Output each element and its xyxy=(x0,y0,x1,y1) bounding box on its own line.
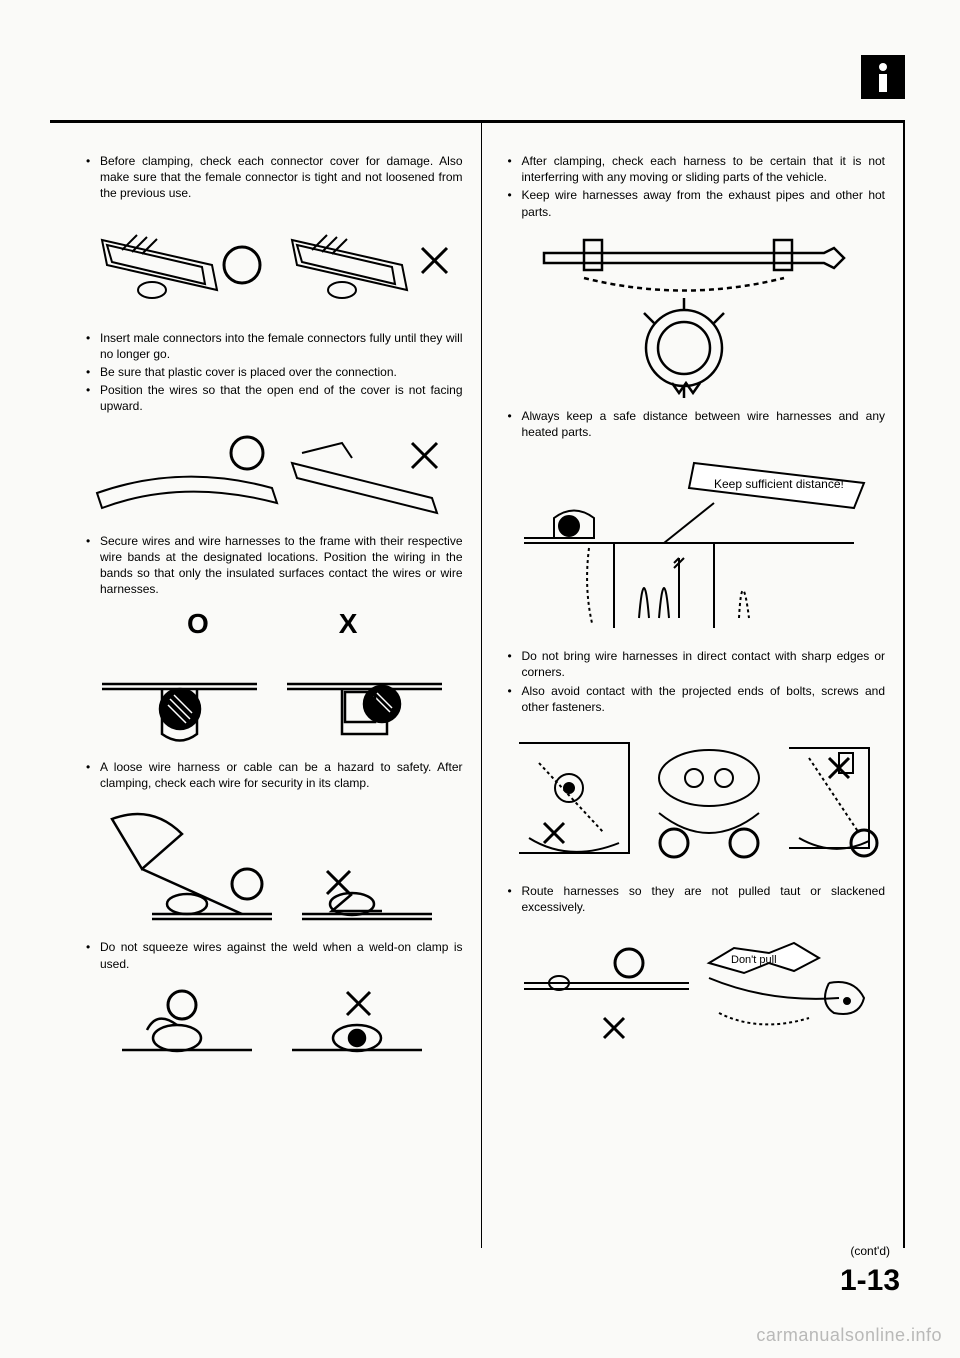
content-frame: Before clamping, check each connector co… xyxy=(60,120,905,1248)
figure-sufficient-distance: Keep sufficient distance! xyxy=(504,448,886,638)
x-mark: X xyxy=(339,605,358,643)
bullet-text: Before clamping, check each connector co… xyxy=(82,153,463,202)
bullet-text: Always keep a safe distance between wire… xyxy=(504,408,886,440)
bullet-text: After clamping, check each harness to be… xyxy=(504,153,886,185)
bullet-text: Also avoid contact with the projected en… xyxy=(504,683,886,715)
figure-connector-covers xyxy=(82,210,463,320)
bullet-group-r2: Always keep a safe distance between wire… xyxy=(504,408,886,440)
figure-cover-position xyxy=(82,423,463,523)
figure-exhaust-distance xyxy=(504,228,886,398)
bullet-text: Insert male connectors into the female c… xyxy=(82,330,463,362)
bullet-text: Position the wires so that the open end … xyxy=(82,382,463,414)
figure-dont-pull: Don't pull xyxy=(504,923,886,1053)
right-column: After clamping, check each harness to be… xyxy=(482,123,904,1248)
figure-weld-clamp xyxy=(82,980,463,1070)
info-icon xyxy=(861,55,905,99)
figure-clamp-security xyxy=(82,799,463,929)
bullet-group-5: Do not squeeze wires against the weld wh… xyxy=(82,939,463,971)
bullet-group-r1: After clamping, check each harness to be… xyxy=(504,153,886,220)
callout-text: Keep sufficient distance! xyxy=(714,477,844,491)
bullet-group-1: Before clamping, check each connector co… xyxy=(82,153,463,202)
bullet-text: Do not bring wire harnesses in direct co… xyxy=(504,648,886,680)
bullet-group-4: A loose wire harness or cable can be a h… xyxy=(82,759,463,791)
figure-wire-bands xyxy=(82,649,463,749)
page-number: 1-13 xyxy=(840,1264,900,1298)
left-column: Before clamping, check each connector co… xyxy=(60,123,482,1248)
bullet-text: Route harnesses so they are not pulled t… xyxy=(504,883,886,915)
bullet-group-3: Secure wires and wire harnesses to the f… xyxy=(82,533,463,598)
bullet-group-r3: Do not bring wire harnesses in direct co… xyxy=(504,648,886,715)
dont-pull-label: Don't pull xyxy=(731,954,777,966)
bullet-text: Secure wires and wire harnesses to the f… xyxy=(82,533,463,598)
watermark: carmanualsonline.info xyxy=(756,1325,942,1346)
contd-label: (cont'd) xyxy=(850,1244,890,1258)
bullet-group-2: Insert male connectors into the female c… xyxy=(82,330,463,415)
bullet-text: Keep wire harnesses away from the exhaus… xyxy=(504,187,886,219)
ox-labels: O X xyxy=(122,605,423,643)
o-mark: O xyxy=(187,605,209,643)
bullet-text: Be sure that plastic cover is placed ove… xyxy=(82,364,463,380)
bullet-text: Do not squeeze wires against the weld wh… xyxy=(82,939,463,971)
figure-sharp-edges xyxy=(504,723,886,873)
bullet-group-r4: Route harnesses so they are not pulled t… xyxy=(504,883,886,915)
manual-page: Before clamping, check each connector co… xyxy=(0,0,960,1358)
bullet-text: A loose wire harness or cable can be a h… xyxy=(82,759,463,791)
